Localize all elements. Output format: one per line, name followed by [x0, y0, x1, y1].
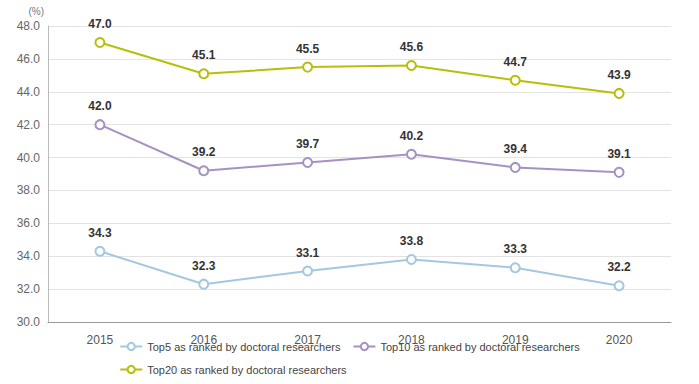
svg-text:(%): (%)	[28, 6, 44, 17]
svg-text:Top20 as ranked by doctoral re: Top20 as ranked by doctoral researchers	[147, 364, 347, 376]
svg-text:2020: 2020	[606, 333, 633, 347]
svg-text:32.3: 32.3	[192, 259, 216, 273]
svg-text:47.0: 47.0	[88, 17, 112, 31]
svg-text:48.0: 48.0	[17, 19, 41, 33]
svg-text:33.3: 33.3	[504, 242, 528, 256]
svg-text:2015: 2015	[87, 333, 114, 347]
svg-text:44.0: 44.0	[17, 85, 41, 99]
svg-text:34.3: 34.3	[88, 226, 112, 240]
svg-text:33.1: 33.1	[296, 246, 320, 260]
svg-text:39.1: 39.1	[607, 147, 631, 161]
svg-text:34.0: 34.0	[17, 249, 41, 263]
svg-text:40.2: 40.2	[400, 129, 424, 143]
svg-text:38.0: 38.0	[17, 183, 41, 197]
svg-text:43.9: 43.9	[607, 68, 631, 82]
svg-text:45.5: 45.5	[296, 42, 320, 56]
svg-text:Top10 as ranked by doctoral re: Top10 as ranked by doctoral researchers	[380, 341, 580, 353]
svg-text:45.6: 45.6	[400, 40, 424, 54]
svg-text:32.0: 32.0	[17, 282, 41, 296]
svg-text:32.2: 32.2	[607, 260, 631, 274]
svg-text:42.0: 42.0	[17, 118, 41, 132]
svg-text:44.7: 44.7	[504, 55, 528, 69]
svg-text:Top5 as ranked by doctoral res: Top5 as ranked by doctoral researchers	[147, 341, 341, 353]
svg-text:45.1: 45.1	[192, 48, 216, 62]
svg-text:39.7: 39.7	[296, 137, 320, 151]
svg-text:42.0: 42.0	[88, 99, 112, 113]
svg-text:30.0: 30.0	[17, 315, 41, 329]
svg-text:39.4: 39.4	[504, 142, 528, 156]
svg-text:36.0: 36.0	[17, 216, 41, 230]
svg-text:39.2: 39.2	[192, 145, 216, 159]
svg-text:40.0: 40.0	[17, 151, 41, 165]
svg-text:33.8: 33.8	[400, 234, 424, 248]
svg-text:46.0: 46.0	[17, 52, 41, 66]
